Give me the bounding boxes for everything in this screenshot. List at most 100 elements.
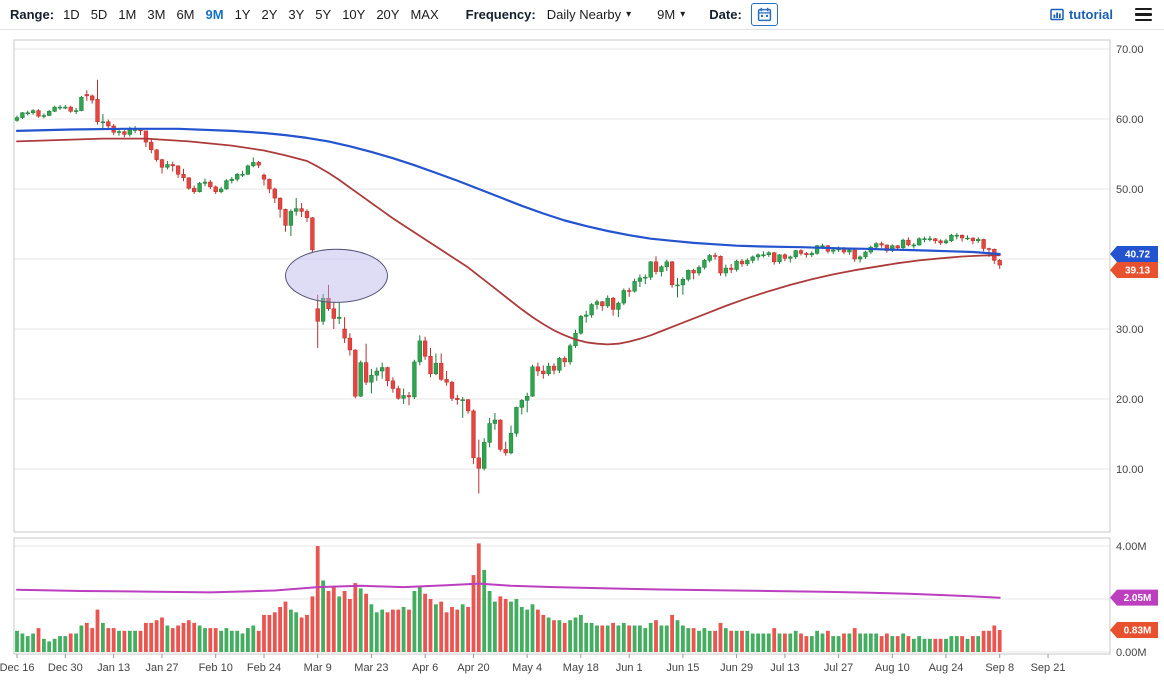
volume-bar	[568, 620, 572, 652]
volume-bar	[562, 622, 567, 652]
range-button-20y[interactable]: 20Y	[371, 5, 404, 24]
candle	[283, 208, 288, 232]
date-picker-button[interactable]	[750, 3, 778, 26]
volume-bar	[992, 625, 997, 652]
volume-bar	[745, 630, 750, 652]
volume-bar	[820, 633, 825, 652]
range-button-max[interactable]: MAX	[405, 5, 443, 24]
candle	[546, 362, 551, 376]
range-button-3y[interactable]: 3Y	[283, 5, 309, 24]
volume-bar	[84, 622, 89, 652]
volume-bar	[847, 633, 852, 652]
volume-bar	[412, 591, 417, 652]
volume-bar	[579, 614, 583, 652]
candle	[100, 114, 106, 129]
volume-bar	[503, 599, 508, 652]
candle	[476, 439, 481, 494]
svg-text:Jul 13: Jul 13	[770, 662, 799, 674]
range-button-2y[interactable]: 2Y	[256, 5, 282, 24]
volume-bar	[31, 633, 35, 652]
volume-bar	[997, 630, 1002, 652]
svg-text:Mar 9: Mar 9	[304, 662, 332, 674]
candle	[766, 251, 771, 257]
svg-text:Jan 27: Jan 27	[145, 662, 178, 674]
range-button-5d[interactable]: 5D	[86, 5, 113, 24]
volume-bar	[826, 630, 830, 652]
range-button-5y[interactable]: 5Y	[310, 5, 336, 24]
volume-bar	[917, 636, 922, 652]
volume-bar	[471, 575, 476, 652]
volume-bar	[246, 628, 250, 652]
candle	[965, 235, 970, 241]
range-button-3m[interactable]: 3M	[142, 5, 170, 24]
hamburger-menu-icon[interactable]	[1133, 5, 1154, 25]
volume-bar	[734, 630, 739, 652]
candle	[922, 236, 927, 243]
candle	[492, 413, 498, 430]
ellipse-annotation[interactable]	[285, 248, 388, 303]
candle	[245, 164, 251, 175]
chart-canvas[interactable]: 70.0060.0050.0040.0030.0020.0010.004.00M…	[0, 30, 1164, 687]
volume-bar	[251, 625, 256, 652]
volume-bar	[342, 591, 347, 652]
volume-bar	[836, 636, 841, 652]
candle	[788, 255, 793, 263]
volume-bar	[331, 585, 336, 653]
candle	[406, 392, 412, 406]
volume-bar	[90, 628, 95, 652]
volume-bar	[460, 604, 465, 652]
frequency-label: Frequency:	[465, 7, 536, 22]
range-button-6m[interactable]: 6M	[171, 5, 199, 24]
volume-bar	[326, 591, 331, 652]
range-button-10y[interactable]: 10Y	[337, 5, 370, 24]
frequency-dropdown[interactable]: Daily Nearby ▾	[545, 5, 633, 24]
candle	[782, 253, 788, 262]
candle	[702, 259, 707, 270]
candle	[396, 385, 401, 400]
candle	[261, 173, 267, 186]
moving-averages	[15, 127, 1001, 346]
volume-bar	[842, 633, 846, 652]
volume-bar	[176, 625, 180, 652]
axis-badge	[1110, 261, 1158, 278]
candle	[949, 233, 954, 243]
candle	[632, 278, 637, 293]
volume-bar	[611, 622, 615, 652]
price-badges: 40.72 39.13	[1110, 245, 1158, 278]
tutorial-link[interactable]: tutorial	[1044, 6, 1119, 23]
candle	[439, 353, 444, 381]
svg-text:Feb 24: Feb 24	[247, 662, 281, 674]
candle	[433, 353, 439, 376]
volume-bar	[154, 620, 159, 652]
range-button-1y[interactable]: 1Y	[230, 5, 256, 24]
range-button-1m[interactable]: 1M	[113, 5, 141, 24]
volume-bar	[718, 622, 723, 652]
range-button-9m[interactable]: 9M	[201, 5, 229, 24]
volume-bar	[922, 638, 927, 653]
candle	[927, 235, 933, 242]
volume-bar	[36, 628, 41, 652]
candle	[772, 252, 777, 265]
volume-bar	[213, 628, 218, 652]
volume-bar	[358, 588, 363, 652]
volume-bar	[127, 630, 132, 652]
axis-badge	[1110, 622, 1158, 639]
candle	[659, 265, 664, 277]
candle	[578, 315, 584, 335]
volume-bar	[772, 628, 777, 652]
volume-bar	[638, 625, 642, 652]
candle	[30, 109, 36, 115]
volume-bar	[541, 614, 546, 652]
volume-bar	[589, 622, 594, 652]
candle	[970, 237, 976, 245]
period-dropdown[interactable]: 9M ▾	[655, 5, 687, 24]
volume-bar	[192, 622, 197, 652]
range-button-1d[interactable]: 1D	[58, 5, 85, 24]
volume-bar	[906, 636, 911, 652]
range-buttons: 1D 5D 1M 3M 6M 9M 1Y 2Y 3Y 5Y 10Y 20Y MAX	[58, 5, 444, 24]
candle	[122, 130, 127, 138]
candle	[79, 95, 84, 112]
candle	[52, 105, 57, 112]
candle	[723, 264, 728, 277]
candle	[879, 241, 884, 248]
